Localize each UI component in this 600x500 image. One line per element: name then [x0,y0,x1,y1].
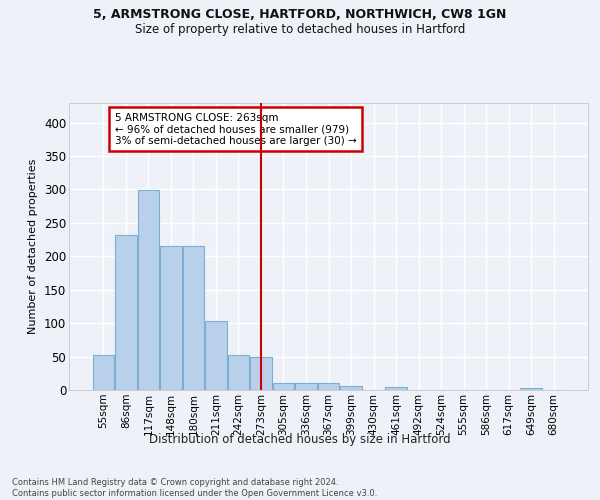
Text: 5, ARMSTRONG CLOSE, HARTFORD, NORTHWICH, CW8 1GN: 5, ARMSTRONG CLOSE, HARTFORD, NORTHWICH,… [94,8,506,20]
Bar [340,386,362,390]
Text: Distribution of detached houses by size in Hartford: Distribution of detached houses by size … [149,432,451,446]
Bar [92,354,114,390]
Bar [115,235,137,390]
Bar [228,354,249,390]
Bar [160,246,182,390]
Bar [182,246,204,390]
Text: Contains HM Land Registry data © Crown copyright and database right 2024.
Contai: Contains HM Land Registry data © Crown c… [12,478,377,498]
Bar [205,321,227,390]
Bar [295,384,317,390]
Bar [250,356,272,390]
Bar [273,384,294,390]
Text: Size of property relative to detached houses in Hartford: Size of property relative to detached ho… [135,22,465,36]
Bar [137,190,159,390]
Bar [318,384,339,390]
Bar [520,388,542,390]
Text: 5 ARMSTRONG CLOSE: 263sqm
← 96% of detached houses are smaller (979)
3% of semi-: 5 ARMSTRONG CLOSE: 263sqm ← 96% of detac… [115,112,356,146]
Y-axis label: Number of detached properties: Number of detached properties [28,158,38,334]
Bar [385,386,407,390]
